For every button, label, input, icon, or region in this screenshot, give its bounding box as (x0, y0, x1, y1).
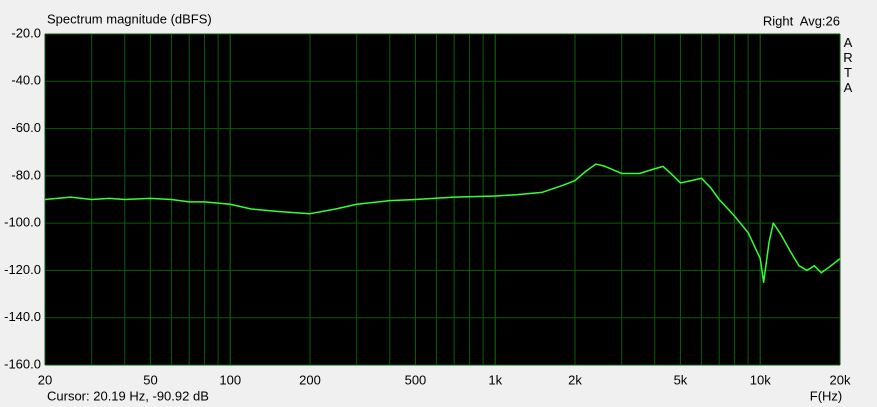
y-tick-label: -20.0 (11, 25, 41, 40)
channel-label: Right Avg:26 (763, 13, 840, 28)
x-tick-label: 2k (568, 372, 582, 387)
y-tick-label: -80.0 (11, 167, 41, 182)
x-tick-label: 200 (299, 372, 321, 387)
x-tick-label: 10k (750, 372, 771, 387)
cursor-readout: Cursor: 20.19 Hz, -90.92 dB (47, 388, 209, 403)
y-tick-label: -160.0 (4, 356, 41, 371)
y-tick-label: -140.0 (4, 309, 41, 324)
x-tick-label: 20k (830, 372, 851, 387)
plot-area (45, 34, 840, 365)
x-tick-label: 100 (219, 372, 241, 387)
x-axis-label: F(Hz) (810, 388, 843, 403)
y-tick-label: -120.0 (4, 262, 41, 277)
spectrum-line (44, 163, 841, 283)
x-tick-label: 5k (674, 372, 688, 387)
y-tick-label: -40.0 (11, 73, 41, 88)
x-tick-label: 20 (38, 372, 52, 387)
y-tick-label: -100.0 (4, 215, 41, 230)
x-tick-label: 500 (405, 372, 427, 387)
x-tick-label: 1k (488, 372, 502, 387)
y-tick-label: -60.0 (11, 120, 41, 135)
chart-title: Spectrum magnitude (dBFS) (47, 11, 212, 26)
brand: ARTA (843, 35, 853, 95)
x-tick-label: 50 (143, 372, 157, 387)
